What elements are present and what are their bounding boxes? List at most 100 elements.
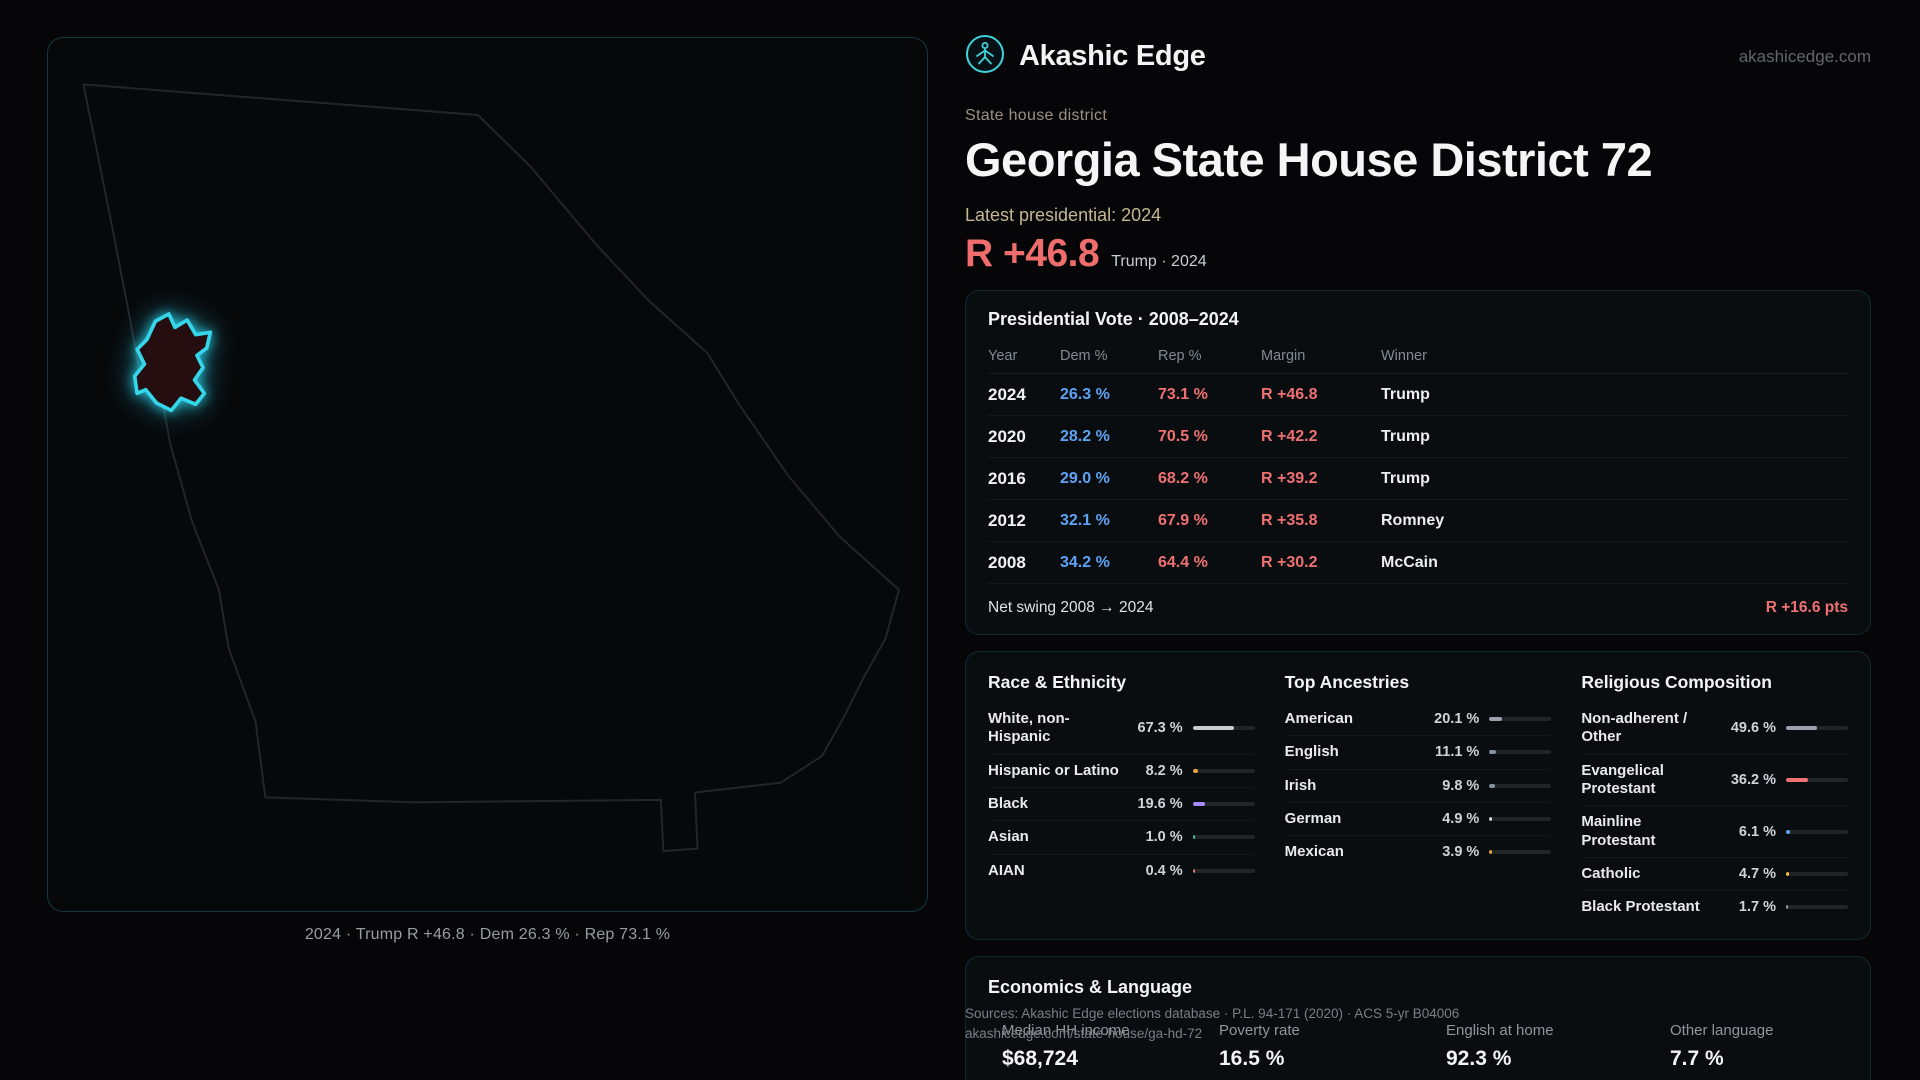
district-map-panel xyxy=(47,37,928,912)
bar-fill xyxy=(1192,868,1195,873)
cell-dem: 28.2 % xyxy=(1060,427,1110,445)
demo-row: Evangelical Protestant 36.2 % xyxy=(1581,755,1848,807)
bar-track xyxy=(1192,868,1255,873)
demo-value: 8.2 % xyxy=(1145,762,1183,779)
bar-track xyxy=(1192,802,1255,807)
stat-label: Median HH income xyxy=(1002,1022,1130,1040)
economics-card: Economics & Language Median HH income $6… xyxy=(965,956,1871,1080)
table-row: 2016 29.0 % 68.2 % R +39.2 Trump xyxy=(988,458,1848,501)
georgia-map-canvas xyxy=(82,83,900,853)
bar-fill xyxy=(1192,802,1205,807)
demo-label: White, non-Hispanic xyxy=(988,710,1070,746)
bar-fill xyxy=(1489,717,1502,722)
cell-dem: 34.2 % xyxy=(1060,553,1110,571)
demo-row: German 4.9 % xyxy=(1284,803,1552,837)
demo-row: Non-adherent / Other 49.6 % xyxy=(1581,703,1848,755)
bar-track xyxy=(1785,726,1848,731)
cell-winner: Trump xyxy=(1381,469,1430,487)
table-row: 2008 34.2 % 64.4 % R +30.2 McCain xyxy=(988,542,1848,585)
cell-dem: 26.3 % xyxy=(1060,385,1110,403)
demo-label: Evangelical Protestant xyxy=(1581,761,1664,797)
bar-track xyxy=(1192,726,1255,731)
margin-caption: Trump · 2024 xyxy=(1111,253,1207,271)
cell-year: 2024 xyxy=(988,384,1026,404)
demo-label: Mainline Protestant xyxy=(1581,813,1656,849)
bar-track xyxy=(1785,871,1848,876)
akashic-edge-logo[interactable] xyxy=(965,34,1005,79)
table-row: 2012 32.1 % 67.9 % R +35.8 Romney xyxy=(988,500,1848,543)
table-row: 2020 28.2 % 70.5 % R +42.2 Trump xyxy=(988,416,1848,459)
cell-rep: 73.1 % xyxy=(1158,385,1208,403)
demo-value: 36.2 % xyxy=(1730,771,1776,788)
page-title: Georgia State House District 72 xyxy=(965,133,1653,186)
bar-fill xyxy=(1785,726,1817,731)
demo-label: Black Protestant xyxy=(1581,898,1700,916)
religion-section: Religious Composition Non-adherent / Oth… xyxy=(1581,672,1848,923)
race-ethnicity-section: Race & Ethnicity White, non-Hispanic 67.… xyxy=(988,672,1255,923)
permalink[interactable]: akashicedge.com/state-house/ga-hd-72 xyxy=(965,1026,1203,1042)
demo-value: 3.9 % xyxy=(1442,844,1480,861)
bar-fill xyxy=(1489,850,1492,855)
cell-rep: 68.2 % xyxy=(1158,469,1208,487)
latest-presidential-label: Latest presidential: 2024 xyxy=(965,205,1162,226)
demo-row: Catholic 4.7 % xyxy=(1581,858,1848,892)
demo-label: English xyxy=(1284,743,1339,761)
bar-track xyxy=(1489,783,1552,788)
bar-fill xyxy=(1785,829,1790,834)
cell-winner: Trump xyxy=(1381,427,1430,445)
brand-name: Akashic Edge xyxy=(1019,40,1206,72)
col-rep: Rep % xyxy=(1158,347,1202,364)
demo-label: Irish xyxy=(1284,776,1317,794)
bar-track xyxy=(1489,850,1552,855)
demo-label: Hispanic or Latino xyxy=(988,761,1119,779)
presidential-vote-card: Presidential Vote · 2008–2024 Year Dem %… xyxy=(965,290,1871,636)
cell-margin: R +42.2 xyxy=(1261,427,1318,445)
demo-value: 4.7 % xyxy=(1738,865,1776,882)
map-caption: 2024 · Trump R +46.8 · Dem 26.3 % · Rep … xyxy=(304,926,671,943)
stat-label: English at home xyxy=(1446,1022,1554,1040)
bar-track xyxy=(1785,777,1848,782)
bar-fill xyxy=(1192,835,1195,840)
bar-fill xyxy=(1489,783,1496,788)
stat-value: $68,724 xyxy=(1002,1047,1078,1071)
demo-value: 1.0 % xyxy=(1145,829,1183,846)
economics-stats: Median HH income $68,724 Poverty rate 16… xyxy=(988,1022,1848,1071)
bar-track xyxy=(1489,717,1552,722)
demo-value: 6.1 % xyxy=(1738,823,1776,840)
site-header: Akashic Edge akashicedge.com xyxy=(965,34,1871,79)
bar-track xyxy=(1785,905,1848,910)
bar-fill xyxy=(1785,905,1788,910)
cell-year: 2020 xyxy=(988,426,1026,446)
bar-track xyxy=(1192,835,1255,840)
cell-margin: R +35.8 xyxy=(1261,511,1318,529)
cell-rep: 64.4 % xyxy=(1158,553,1208,571)
net-swing-label: Net swing 2008 → 2024 xyxy=(988,599,1154,617)
table-header-row: Year Dem % Rep % Margin Winner xyxy=(988,338,1848,375)
demo-label: Catholic xyxy=(1581,864,1641,882)
bar-fill xyxy=(1192,726,1235,731)
economics-title: Economics & Language xyxy=(988,977,1193,998)
headline-margin: R +46.8 Trump · 2024 xyxy=(965,232,1871,276)
stat-english-at-home: English at home 92.3 % xyxy=(1446,1022,1670,1071)
cell-dem: 32.1 % xyxy=(1060,511,1110,529)
col-year: Year xyxy=(988,347,1018,364)
bar-fill xyxy=(1489,817,1493,822)
net-swing-row: Net swing 2008 → 2024 R +16.6 pts xyxy=(988,584,1848,634)
cell-year: 2012 xyxy=(988,510,1026,530)
demo-label: Asian xyxy=(988,828,1029,846)
demo-value: 20.1 % xyxy=(1434,711,1480,728)
stat-label: Other language xyxy=(1670,1022,1774,1040)
demo-row: AIAN 0.4 % xyxy=(988,855,1255,887)
district-shape[interactable] xyxy=(132,312,213,413)
net-swing-value: R +16.6 pts xyxy=(1765,599,1848,617)
site-link[interactable]: akashicedge.com xyxy=(1738,46,1871,66)
stat-value: 92.3 % xyxy=(1446,1047,1512,1071)
bar-fill xyxy=(1785,871,1789,876)
cell-year: 2016 xyxy=(988,468,1026,488)
demo-row: Hispanic or Latino 8.2 % xyxy=(988,755,1255,788)
bar-fill xyxy=(1785,777,1809,782)
stat-value: 7.7 % xyxy=(1670,1047,1724,1071)
cell-winner: Romney xyxy=(1381,511,1445,529)
demo-value: 67.3 % xyxy=(1137,720,1183,737)
